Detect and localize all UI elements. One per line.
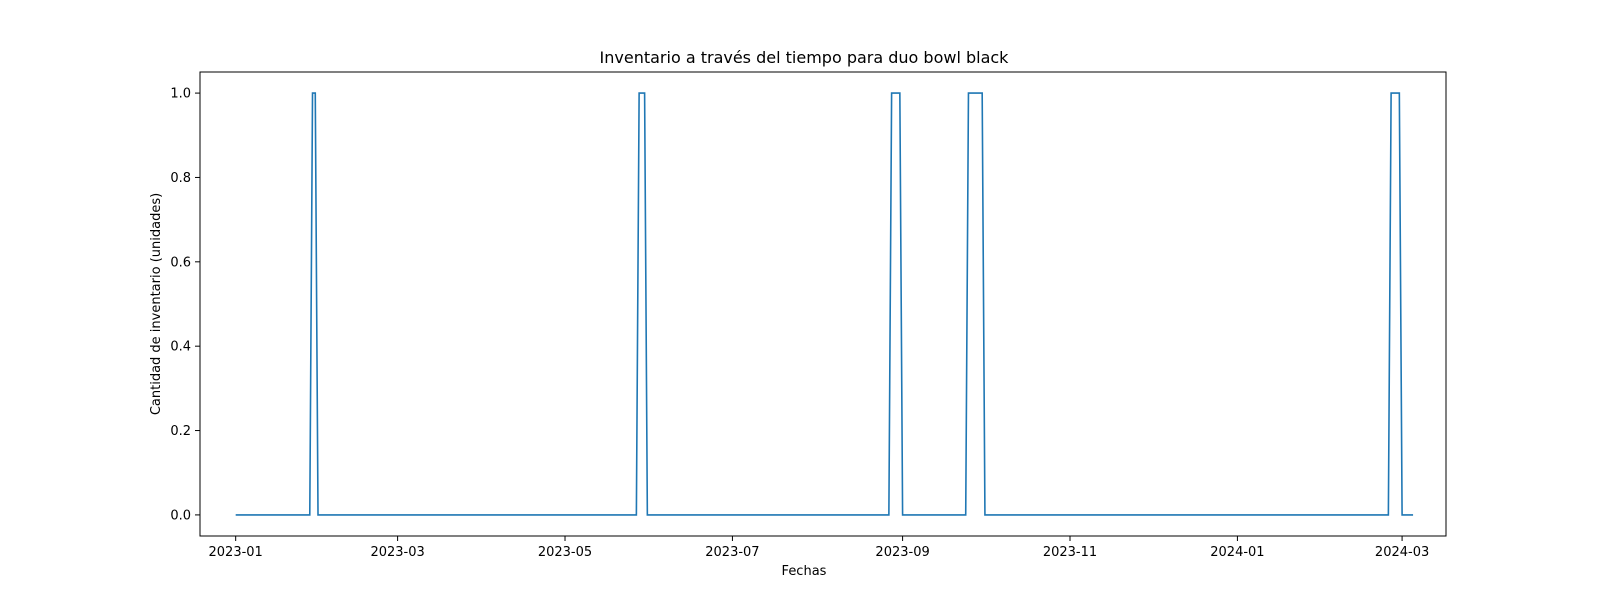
series-line-0 <box>235 92 1414 516</box>
plot-area <box>199 71 1447 537</box>
x-tick-label: 2023-07 <box>705 545 759 560</box>
x-tick-label: 2023-11 <box>1043 545 1097 560</box>
x-tick-label: 2023-03 <box>370 545 424 560</box>
y-tick-label: 0.4 <box>170 340 191 355</box>
x-tick-label: 2024-01 <box>1210 545 1264 560</box>
y-tick-label: 0.8 <box>170 171 191 186</box>
x-tick-label: 2023-05 <box>538 545 592 560</box>
y-tick-label: 0.0 <box>170 508 191 523</box>
plot-frame <box>199 71 1447 537</box>
y-axis-title: Cantidad de inventario (unidades) <box>149 193 164 415</box>
chart-title: Inventario a través del tiempo para duo … <box>600 48 1010 67</box>
x-tick-label: 2023-01 <box>209 545 263 560</box>
x-tick-label: 2024-03 <box>1375 545 1429 560</box>
x-axis-title: Fechas <box>782 564 827 579</box>
y-tick-label: 0.6 <box>170 255 191 270</box>
y-axis: 0.0 0.2 0.4 0.6 0.8 1.0 <box>170 87 200 523</box>
y-tick-label: 0.2 <box>170 424 191 439</box>
x-axis: 2023-01 2023-03 2023-05 2023-07 2023-09 2023-… <box>209 536 1429 560</box>
y-tick-label: 1.0 <box>170 87 191 102</box>
x-tick-label: 2023-09 <box>875 545 929 560</box>
